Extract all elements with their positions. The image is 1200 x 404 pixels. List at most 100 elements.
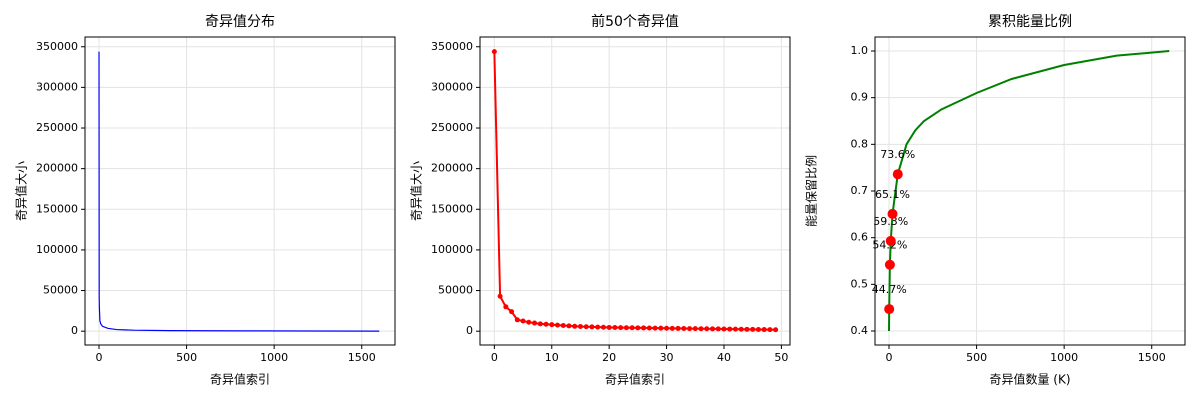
data-point: [773, 327, 779, 333]
data-point: [635, 325, 641, 331]
y-tick-label: 300000: [36, 80, 78, 93]
y-tick-label: 200000: [36, 162, 78, 175]
y-tick-label: 250000: [36, 121, 78, 134]
data-point: [641, 325, 647, 331]
y-tick-label: 350000: [431, 40, 473, 53]
data-point: [560, 322, 566, 328]
x-tick-label: 30: [660, 351, 674, 364]
data-point: [885, 235, 896, 246]
x-axis-label: 奇异值索引: [210, 372, 270, 387]
y-tick-label: 300000: [431, 80, 473, 93]
y-tick-label: 150000: [431, 202, 473, 215]
y-tick-label: 100000: [36, 243, 78, 256]
data-point: [514, 317, 520, 323]
y-tick-label: 50000: [43, 284, 78, 297]
data-point: [555, 322, 560, 328]
data-point: [618, 325, 624, 331]
y-tick-label: 250000: [431, 121, 473, 134]
data-point: [761, 327, 767, 333]
data-point: [710, 326, 715, 332]
y-axis-label: 奇异值大小: [14, 161, 29, 221]
y-tick-label: 200000: [431, 162, 473, 175]
data-point: [692, 326, 698, 332]
data-point: [652, 325, 658, 331]
data-point: [884, 259, 895, 270]
y-tick-label: 0.4: [851, 324, 869, 337]
chart-title: 前50个奇异值: [591, 13, 679, 30]
data-point: [664, 325, 670, 331]
chart-title: 奇异值分布: [205, 13, 275, 30]
data-point: [892, 169, 903, 180]
data-point: [698, 326, 704, 332]
data-point: [526, 319, 532, 325]
data-point: [646, 325, 652, 331]
data-point: [721, 326, 727, 332]
data-point: [658, 325, 664, 331]
y-axis-label: 奇异值大小: [409, 161, 424, 221]
data-point: [577, 323, 583, 329]
x-tick-label: 1000: [1050, 351, 1078, 364]
data-point: [675, 325, 681, 331]
y-tick-label: 1.0: [851, 44, 869, 57]
y-tick-label: 100000: [431, 243, 473, 256]
y-tick-label: 0.6: [851, 231, 869, 244]
x-tick-label: 1500: [1138, 351, 1166, 364]
data-point: [600, 324, 606, 330]
data-point: [681, 326, 687, 332]
x-tick-label: 50: [774, 351, 788, 364]
series-line: [888, 50, 1170, 332]
series-line: [98, 51, 380, 332]
y-tick-label: 0.5: [851, 277, 869, 290]
x-tick-label: 20: [602, 351, 616, 364]
plot-frame: [479, 36, 791, 346]
y-tick-label: 0.9: [851, 91, 869, 104]
x-tick-label: 0: [96, 351, 103, 364]
data-point: [623, 325, 629, 331]
data-label: 44.7%: [872, 283, 907, 296]
series-line: [493, 51, 776, 331]
data-point: [509, 309, 515, 315]
y-tick-label: 350000: [36, 40, 78, 53]
data-point: [669, 325, 675, 331]
x-axis-label: 奇异值索引: [605, 372, 665, 387]
data-point: [491, 49, 497, 55]
data-point: [606, 324, 612, 330]
data-point: [532, 320, 538, 326]
data-point: [543, 321, 549, 327]
y-tick-label: 0.8: [851, 137, 869, 150]
data-point: [566, 323, 572, 329]
x-tick-label: 500: [966, 351, 987, 364]
y-tick-label: 0: [466, 324, 473, 337]
data-point: [750, 326, 756, 332]
y-tick-label: 0: [71, 324, 78, 337]
x-tick-label: 0: [491, 351, 498, 364]
x-tick-label: 40: [717, 351, 731, 364]
data-label: 59.3%: [873, 215, 908, 228]
data-point: [583, 324, 589, 330]
data-point: [629, 325, 635, 331]
data-point: [755, 326, 761, 332]
x-tick-label: 1000: [260, 351, 288, 364]
data-point: [572, 323, 578, 329]
data-point: [732, 326, 738, 332]
y-tick-label: 50000: [438, 284, 473, 297]
y-axis-label: 能量保留比例: [805, 155, 819, 227]
data-point: [589, 324, 595, 330]
data-point: [612, 325, 618, 331]
x-tick-label: 0: [886, 351, 893, 364]
data-point: [715, 326, 721, 332]
x-tick-label: 500: [176, 351, 197, 364]
data-point: [884, 304, 895, 315]
data-point: [704, 326, 710, 332]
chart-title: 累积能量比例: [988, 14, 1072, 30]
y-tick-label: 0.7: [851, 184, 869, 197]
data-point: [727, 326, 733, 332]
data-point: [497, 293, 503, 299]
data-label: 73.6%: [880, 148, 915, 161]
data-point: [744, 326, 750, 332]
data-point: [738, 326, 744, 332]
y-tick-label: 150000: [36, 202, 78, 215]
data-point: [503, 304, 509, 310]
data-point: [595, 324, 601, 330]
